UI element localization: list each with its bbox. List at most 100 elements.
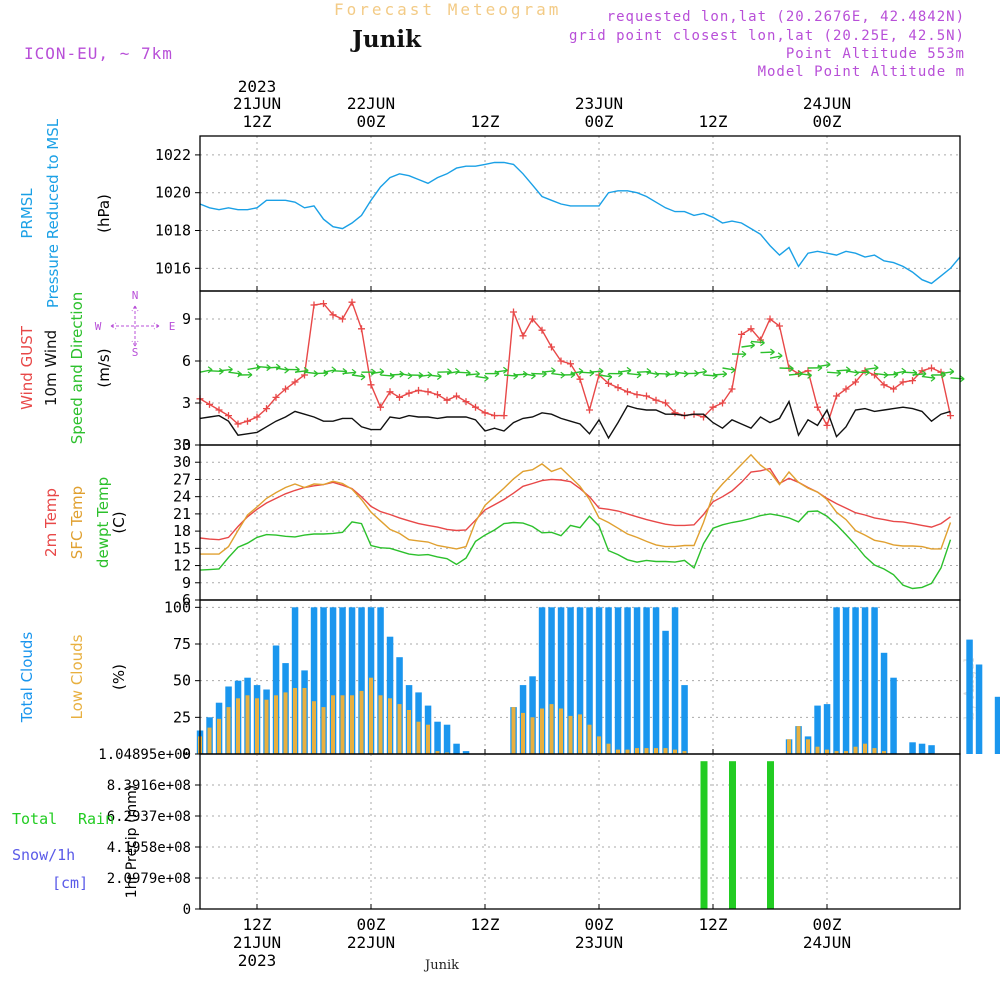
panel-frame [199,290,961,446]
gust-marker [348,298,356,306]
compass-w: W [95,320,102,333]
y-tick-label: 0 [182,745,191,763]
cloud-bar [844,751,848,754]
cloud-bar [559,708,563,754]
wind-barb [266,366,281,369]
wind-barb-head [722,370,728,378]
gust-marker [814,403,821,411]
cloud-bar [614,607,622,754]
gust-marker [500,412,508,420]
gust-marker [272,393,280,401]
wind-barb [750,340,765,344]
panel-label: [cm] [52,874,88,892]
model-label: ICON-EU, ~ 7km [24,44,173,63]
y-tick-label: 75 [173,635,191,653]
wind-barb [494,369,508,373]
wind-barb-head [807,371,812,379]
model-altitude: Model Point Altitude m [757,64,965,80]
cloud-bar [274,695,278,754]
cloud-bar [853,746,858,754]
wind-barb [627,372,642,376]
cloud-bar [595,607,603,754]
footer-station: Junik [425,958,459,973]
panel-label: Low Clouds [68,634,86,719]
y-tick-label: 1018 [155,222,191,240]
bottom-axis-date: 22JUN [347,933,395,952]
panel-frame [199,135,961,292]
cloud-bar [264,699,269,754]
gust-marker [339,315,346,323]
wind-barb [741,344,755,348]
compass-n: N [132,289,139,302]
y-tick-label: 0 [182,436,191,454]
gust-marker [329,311,337,319]
y-tick-label: 18 [173,522,191,540]
wind-barb [370,370,384,375]
gust-marker [899,378,907,386]
gust-marker [472,403,479,411]
cloud-bar [814,705,821,754]
gust-marker [386,388,394,396]
panel-unit: (hPa) [95,194,113,233]
cloud-bar [597,736,601,754]
rain-bar [700,761,708,909]
wind-barb [209,370,224,373]
cloud-bar [339,607,346,754]
cloud-bar [842,607,850,754]
gust-marker [928,364,935,372]
wind-barb-head [949,368,955,376]
bottom-axis-date: 21JUN [233,933,281,952]
cloud-bar [825,749,829,754]
wind-barb [380,374,395,377]
y-tick-label: 27 [173,470,191,488]
gust-marker [624,388,631,396]
bottom-axis-date: 23JUN [575,933,623,952]
cloud-bar [217,718,221,754]
cloud-bar [511,707,516,754]
gust-marker [453,392,460,400]
cloud-bar [416,721,421,754]
panel-frame [199,753,961,910]
wind-barb [769,355,783,359]
cloud-bar [540,708,544,754]
cloud-bar [530,717,535,754]
gust-marker [434,391,441,399]
cloud-bar [320,607,327,754]
top-axis-date: 24JUN [803,94,851,113]
cloud-bar [350,695,354,754]
wind-barb [712,373,727,376]
bottom-axis-hour: 00Z [357,915,386,934]
y-tick-label: 1022 [155,146,191,164]
gust-marker [947,412,954,420]
cloud-bar [852,607,859,754]
cloud-bar [928,745,935,754]
bottom-axis-hour: 12Z [471,915,500,934]
gust-marker [491,412,498,420]
cloud-bar [377,607,384,754]
panel-unit: (%) [110,664,128,690]
y-tick-label: 100 [164,598,191,616]
panel-label: Total [12,810,57,828]
bottom-axis-hour: 00Z [813,915,842,934]
cloud-bar [671,607,679,754]
top-axis-date: 21JUN [233,94,281,113]
gust-marker [529,315,536,323]
cloud-bar [834,751,839,754]
cloud-bar [796,726,801,754]
cloud-bar [662,630,669,754]
cloud-bar [576,607,584,754]
gust-marker [481,409,489,417]
cloud-bar [302,688,307,754]
cloud-bar [443,724,451,754]
wind-barb [503,374,518,377]
cloud-bar [348,607,356,754]
gust-marker [253,413,261,421]
top-axis-hour: 12Z [699,112,728,131]
cloud-bar [378,695,383,754]
wind-barb [342,371,357,375]
top-axis-hour: 00Z [357,112,386,131]
panel-label: 2m Temp [42,488,60,557]
cloud-bar [245,695,250,754]
top-axis-hour: 00Z [813,112,842,131]
cloud-bar [293,688,297,754]
